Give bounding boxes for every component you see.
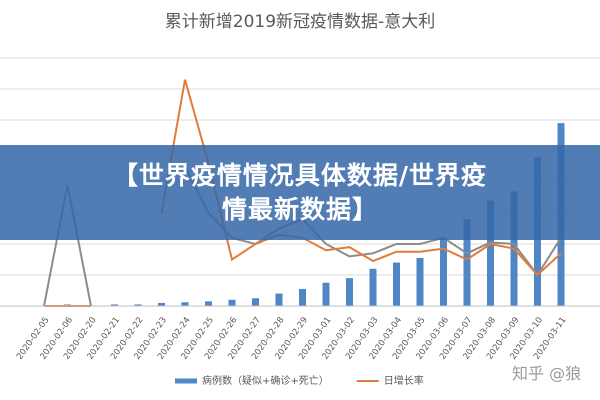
legend-label: 病例数（疑似+确诊+死亡） bbox=[202, 374, 329, 387]
bar bbox=[393, 262, 400, 306]
bar bbox=[228, 299, 236, 306]
bar bbox=[346, 278, 353, 306]
watermark: 知乎 @狼 bbox=[512, 364, 582, 383]
bar bbox=[181, 302, 189, 306]
bar bbox=[322, 282, 330, 306]
bar bbox=[275, 293, 283, 306]
banner: 【世界疫情情况具体数据/世界疫 情最新数据】 bbox=[0, 145, 600, 240]
bar bbox=[111, 304, 118, 306]
bar bbox=[252, 298, 259, 306]
bar bbox=[369, 268, 377, 306]
bar bbox=[158, 302, 165, 306]
bar bbox=[134, 304, 142, 306]
bar bbox=[205, 301, 212, 306]
bar bbox=[487, 200, 494, 306]
chart-title: 累计新增2019新冠疫情数据-意大利 bbox=[165, 12, 435, 32]
banner-line: 情最新数据】 bbox=[221, 194, 378, 224]
bar bbox=[463, 219, 471, 306]
legend-label: 日增长率 bbox=[384, 374, 424, 387]
bar bbox=[416, 257, 424, 306]
bar bbox=[440, 237, 447, 306]
banner-line: 【世界疫情情况具体数据/世界疫 bbox=[112, 160, 488, 190]
bar bbox=[299, 288, 306, 306]
